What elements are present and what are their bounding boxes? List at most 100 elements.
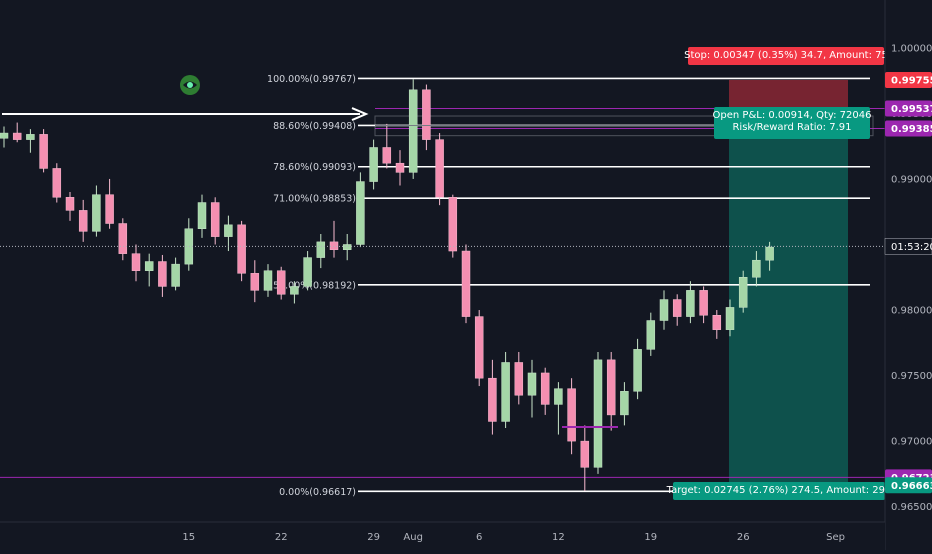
candle-body-25 xyxy=(329,241,339,250)
candle-body-44 xyxy=(580,440,590,468)
candle-body-13 xyxy=(171,263,180,287)
candle-body-42 xyxy=(554,388,563,405)
price-level-5: 0.96663 xyxy=(891,481,932,492)
candle-body-47 xyxy=(620,391,629,416)
fib-label-0: 100.00%(0.99767) xyxy=(267,74,356,85)
candle-body-48 xyxy=(633,349,642,392)
candle-body-16 xyxy=(210,202,220,237)
candle-body-3 xyxy=(39,134,48,169)
candle-body-30 xyxy=(395,162,405,173)
fib-label-4: 50.00%(0.98192) xyxy=(273,280,356,291)
stop-label-text-0: Stop: 0.00347 (0.35%) 34.7, Amount: 75 xyxy=(684,50,888,61)
candle-body-45 xyxy=(593,359,603,468)
candle-body-23 xyxy=(303,257,312,287)
time-tick-3: Aug xyxy=(403,532,423,543)
candle-body-5 xyxy=(65,197,75,211)
candle-body-58 xyxy=(765,246,774,261)
candle-body-18 xyxy=(237,224,246,274)
price-level-3: 0.99385 xyxy=(891,124,932,135)
candle-body-46 xyxy=(606,359,616,416)
time-tick-8: Sep xyxy=(826,532,845,543)
candle-body-9 xyxy=(118,223,128,254)
candle-body-0 xyxy=(0,132,9,139)
candle-body-36 xyxy=(474,316,484,379)
candle-body-56 xyxy=(738,277,748,308)
eye-icon xyxy=(180,75,200,95)
price-tick-0: 1.00000 xyxy=(891,43,932,54)
stop-label-box xyxy=(688,47,884,65)
price-level-1: 0.99537 xyxy=(891,104,932,115)
candle-body-43 xyxy=(567,388,576,442)
time-tick-7: 26 xyxy=(737,532,750,543)
candle-body-35 xyxy=(461,250,471,317)
candle-body-33 xyxy=(435,139,444,198)
candle-body-57 xyxy=(752,259,761,278)
fib-label-1: 88.60%(0.99408) xyxy=(273,121,356,132)
time-tick-0: 15 xyxy=(182,532,195,543)
candle-body-54 xyxy=(712,315,722,330)
pnl-label-box xyxy=(714,107,870,139)
candle-body-53 xyxy=(699,290,708,316)
candle-body-28 xyxy=(369,147,378,182)
price-tick-6: 0.97000 xyxy=(891,437,932,448)
price-tick-5: 0.97500 xyxy=(891,371,932,382)
arrow-head-icon xyxy=(351,107,369,121)
candle-body-29 xyxy=(382,147,392,164)
target-label-text-0: Target: 0.02745 (2.76%) 274.5, Amount: 2… xyxy=(666,485,892,496)
fib-label-3: 71.00%(0.98853) xyxy=(273,194,356,205)
candle-body-24 xyxy=(316,241,326,258)
target-zone xyxy=(729,125,848,486)
fib-label-2: 78.60%(0.99093) xyxy=(273,162,356,173)
target-label-box xyxy=(673,482,885,500)
candle-body-26 xyxy=(342,244,352,250)
candle-body-37 xyxy=(488,377,497,422)
price-axis xyxy=(885,0,932,550)
time-tick-6: 19 xyxy=(644,532,657,543)
candle-body-41 xyxy=(540,372,550,405)
candle-body-19 xyxy=(250,273,260,291)
candle-body-6 xyxy=(78,210,88,232)
price-level-box-0 xyxy=(885,71,932,88)
pnl-label-text-0: Open P&L: 0.00914, Qty: 72046 xyxy=(713,110,872,121)
time-tick-1: 22 xyxy=(275,532,288,543)
candle-body-27 xyxy=(356,181,365,245)
price-level-0: 0.99755 xyxy=(891,75,932,86)
fib-label-5: 0.00%(0.96617) xyxy=(279,487,356,498)
candle-body-55 xyxy=(725,307,735,330)
candle-body-1 xyxy=(12,132,22,140)
time-tick-4: 6 xyxy=(476,532,482,543)
candle-body-4 xyxy=(52,168,62,198)
price-tick-2: 0.99000 xyxy=(891,174,932,185)
candle-body-22 xyxy=(290,286,299,295)
candle-body-40 xyxy=(527,372,537,396)
candle-body-51 xyxy=(672,299,682,317)
candle-body-15 xyxy=(197,202,207,230)
candle-body-10 xyxy=(131,253,141,271)
candle-body-8 xyxy=(105,194,114,224)
price-level-box-5 xyxy=(885,477,932,494)
candle-body-39 xyxy=(514,362,524,396)
candle-body-11 xyxy=(144,261,154,271)
price-tick-4: 0.98000 xyxy=(891,306,932,317)
current-time-box xyxy=(884,238,932,255)
candle-body-12 xyxy=(158,261,167,287)
candle-body-7 xyxy=(92,194,101,232)
candle-body-21 xyxy=(276,270,286,295)
pnl-label-text-1: Risk/Reward Ratio: 7.91 xyxy=(732,122,851,133)
current-time-label: 01:53:20 xyxy=(891,242,932,253)
candle-body-34 xyxy=(448,197,458,252)
candle-body-32 xyxy=(422,89,431,140)
time-tick-2: 29 xyxy=(367,532,380,543)
time-axis xyxy=(0,522,885,550)
candle-body-49 xyxy=(646,320,656,350)
candle-body-2 xyxy=(26,134,35,140)
price-level-box-1 xyxy=(885,100,932,117)
candle-body-38 xyxy=(501,362,510,422)
candle-body-50 xyxy=(659,299,669,321)
candle-body-52 xyxy=(686,290,695,317)
price-tick-7: 0.96500 xyxy=(891,502,932,513)
candle-body-31 xyxy=(408,89,418,173)
candle-body-17 xyxy=(224,224,233,237)
